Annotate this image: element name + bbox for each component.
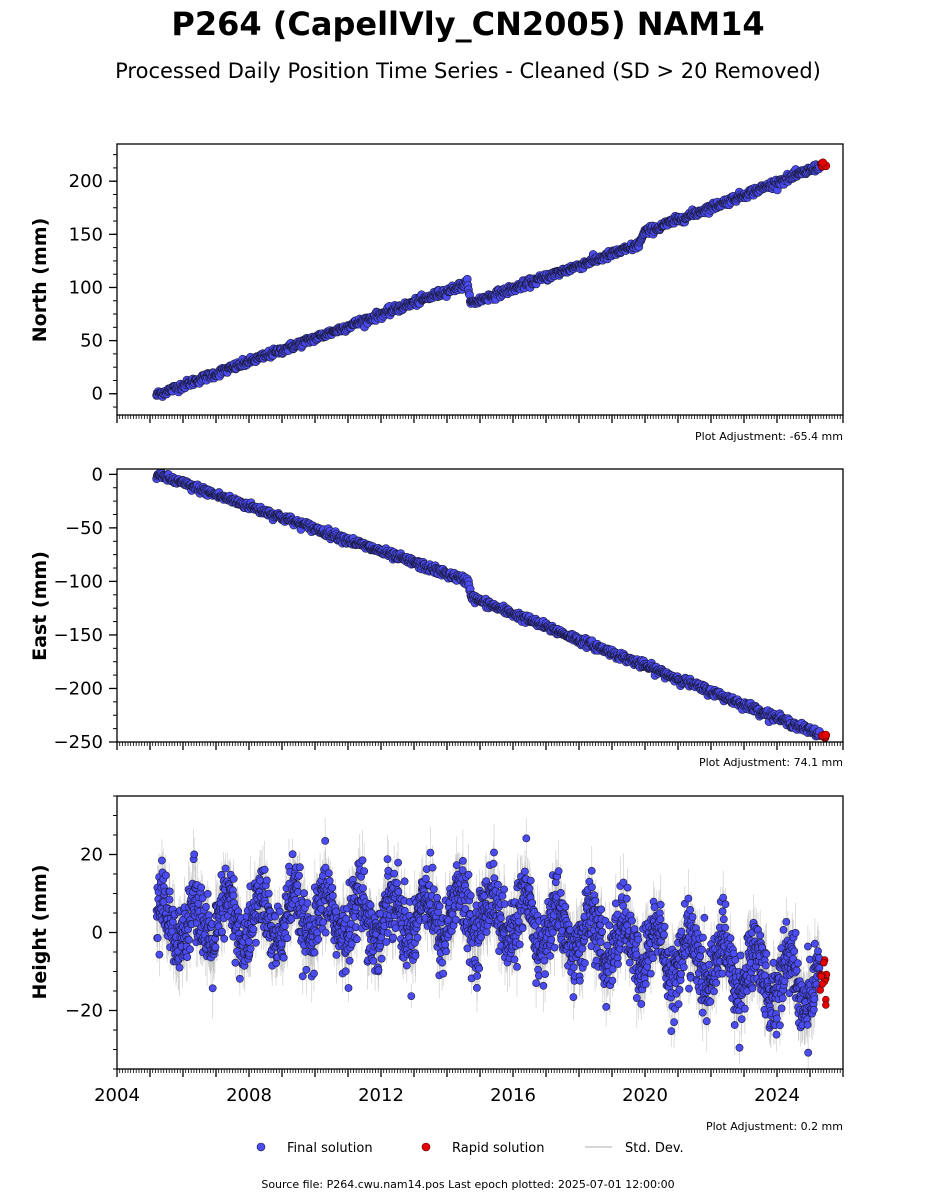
y-tick-label: 0 xyxy=(92,464,103,485)
plot-adjustment-label: Plot Adjustment: 74.1 mm xyxy=(699,756,843,769)
y-tick-label: −200 xyxy=(54,678,103,699)
y-tick-label: −50 xyxy=(65,518,103,539)
y-axis-label: East (mm) xyxy=(29,551,51,661)
rapid-solution-points xyxy=(817,730,831,742)
plot-area xyxy=(152,469,831,742)
plot-area xyxy=(152,158,831,401)
plot-adjustment-label: Plot Adjustment: -65.4 mm xyxy=(695,430,843,443)
east-panel: 0 −50 −100 −150 −200 −250 East (mm) Plot Adjust… xyxy=(29,464,844,769)
y-tick-label: −100 xyxy=(54,571,103,592)
north-panel: 0 50 100 150 200 North (mm) Plot Adjustment: -… xyxy=(29,143,844,443)
rapid-point xyxy=(818,158,828,168)
rapid-solution-points xyxy=(817,158,831,171)
y-axis-label: North (mm) xyxy=(29,218,51,343)
final-solution-points xyxy=(152,160,824,401)
plot-area xyxy=(152,818,831,1069)
y-tick-label: 200 xyxy=(69,171,103,192)
y-tick-label: −250 xyxy=(54,732,103,753)
y-tick-label: 150 xyxy=(69,224,103,245)
rapid-point xyxy=(821,730,831,740)
y-tick-label: −150 xyxy=(54,625,103,646)
final-solution-points xyxy=(152,469,824,741)
y-tick-label: 0 xyxy=(92,384,103,405)
y-tick-label: 100 xyxy=(69,277,103,298)
chart-subtitle: Processed Daily Position Time Series - C… xyxy=(115,59,821,83)
chart-title: P264 (CapellVly_CN2005) NAM14 xyxy=(171,5,764,43)
y-tick-label: 50 xyxy=(80,331,103,352)
